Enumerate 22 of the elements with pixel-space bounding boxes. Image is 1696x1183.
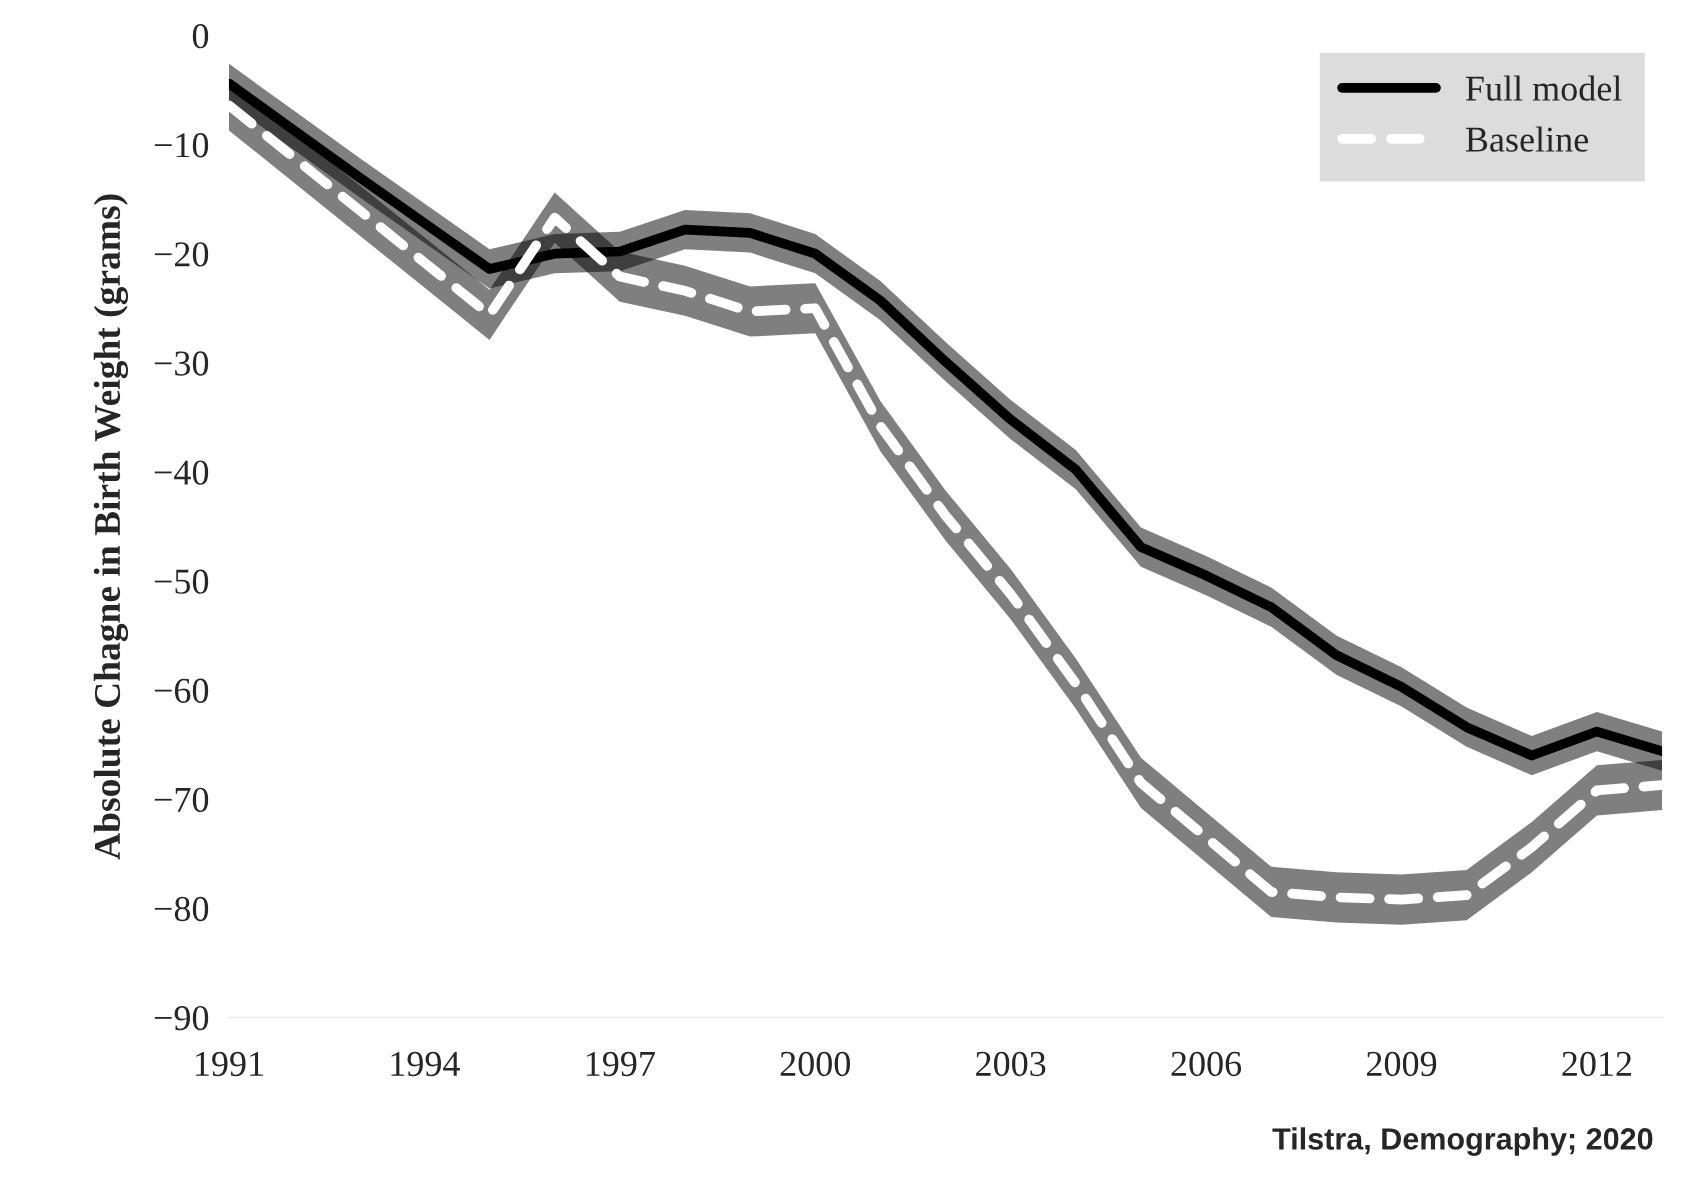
x-tick-label: 1997 [586,1051,655,1077]
y-tick-label: −50 [154,569,209,594]
legend-label: Baseline [1465,126,1588,152]
legend-label: Full model [1465,75,1622,101]
y-tick-label: 0 [192,24,209,49]
x-tick-label: 2012 [1562,1051,1632,1077]
y-axis-title: Absolute Chagne in Birth Weight (grams) [93,194,129,860]
y-tick-label: −40 [154,460,209,485]
x-tick-label: 2009 [1366,1051,1437,1077]
y-tick-label: −20 [154,242,209,267]
y-tick-label: −30 [154,351,209,376]
y-tick-label: −10 [154,133,209,158]
x-tick-label: 1994 [391,1051,460,1077]
text: Tilstra, Demography; 2020 [1272,1127,1653,1156]
x-tick-label: 2006 [1171,1051,1242,1077]
x-tick-label: 2003 [976,1051,1046,1077]
y-tick-label: −60 [154,678,209,703]
x-tick-label: 2000 [780,1051,850,1077]
y-tick-label: −80 [154,896,209,922]
x-tick-label: 1991 [196,1051,263,1077]
y-tick-label: −70 [154,787,209,813]
y-tick-label: −90 [154,1005,209,1031]
